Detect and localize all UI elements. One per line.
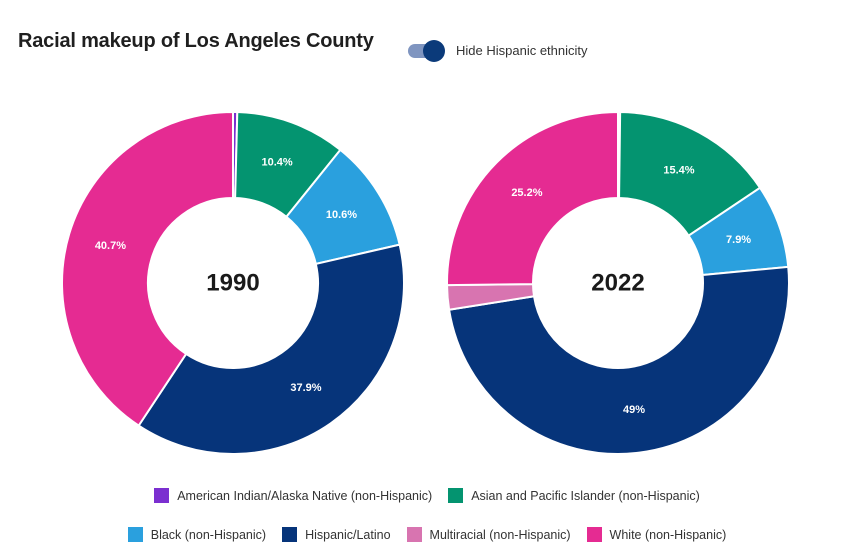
toggle-knob[interactable] [423, 39, 445, 62]
donut-chart-1990: 10.4% 10.6% 37.9% 40.7% 1990 [61, 110, 405, 455]
legend-swatch-api [448, 488, 464, 503]
slice-label-2022-api: 15.4% [663, 164, 694, 176]
slice-label-1990-white: 40.7% [95, 240, 126, 252]
legend-swatch-black [127, 527, 143, 542]
hide-hispanic-toggle[interactable]: Hide Hispanic ethnicity [408, 39, 588, 62]
legend-item-hispanic[interactable]: Hispanic/Latino [282, 527, 391, 542]
legend-row-2: Black (non-Hispanic) Hispanic/Latino Mul… [0, 527, 854, 542]
legend-swatch-hispanic [282, 527, 298, 542]
slice-2022-white[interactable] [446, 110, 619, 287]
slice-2022-api[interactable] [618, 111, 762, 238]
legend-label-multiracial: Multiracial (non-Hispanic) [429, 527, 571, 542]
slice-1990-white[interactable] [61, 110, 234, 428]
legend-item-multiracial[interactable]: Multiracial (non-Hispanic) [406, 527, 571, 542]
center-year-label: 2022 [591, 269, 644, 296]
slice-label-1990-black: 10.6% [326, 209, 357, 221]
donut-charts: 10.4% 10.6% 37.9% 40.7% 1990 15.4% 7.9% 49% 25.… [61, 110, 790, 455]
toggle-track[interactable] [408, 39, 445, 62]
slice-label-2022-white: 25.2% [511, 187, 542, 199]
legend-label-hispanic: Hispanic/Latino [305, 527, 391, 542]
legend-label-api: Asian and Pacific Islander (non-Hispanic… [471, 488, 700, 503]
legend-label-white: White (non-Hispanic) [609, 527, 727, 542]
legend-label-black: Black (non-Hispanic) [150, 527, 267, 542]
slice-label-2022-black: 7.9% [726, 234, 751, 246]
slice-2022-hispanic[interactable] [447, 265, 790, 455]
legend-label-aian: American Indian/Alaska Native (non-Hispa… [177, 488, 433, 503]
center-year-label: 1990 [206, 269, 259, 296]
toggle-label: Hide Hispanic ethnicity [456, 43, 588, 58]
legend-item-api[interactable]: Asian and Pacific Islander (non-Hispanic… [448, 488, 700, 503]
legend-swatch-multiracial [406, 527, 422, 542]
legend-swatch-white [586, 527, 602, 542]
slice-1990-hispanic[interactable] [137, 243, 405, 455]
legend-row-1: American Indian/Alaska Native (non-Hispa… [0, 488, 854, 503]
legend-item-black[interactable]: Black (non-Hispanic) [127, 527, 267, 542]
slice-label-1990-hispanic: 37.9% [290, 382, 321, 394]
legend-item-white[interactable]: White (non-Hispanic) [586, 527, 727, 542]
chart-title: Racial makeup of Los Angeles County [18, 30, 374, 52]
donut-chart-2022: 15.4% 7.9% 49% 25.2% 2022 [446, 110, 790, 455]
slice-label-2022-hispanic: 49% [623, 404, 645, 416]
legend-swatch-aian [154, 488, 170, 503]
legend-item-aian[interactable]: American Indian/Alaska Native (non-Hispa… [154, 488, 432, 503]
slice-label-1990-api: 10.4% [262, 157, 293, 169]
